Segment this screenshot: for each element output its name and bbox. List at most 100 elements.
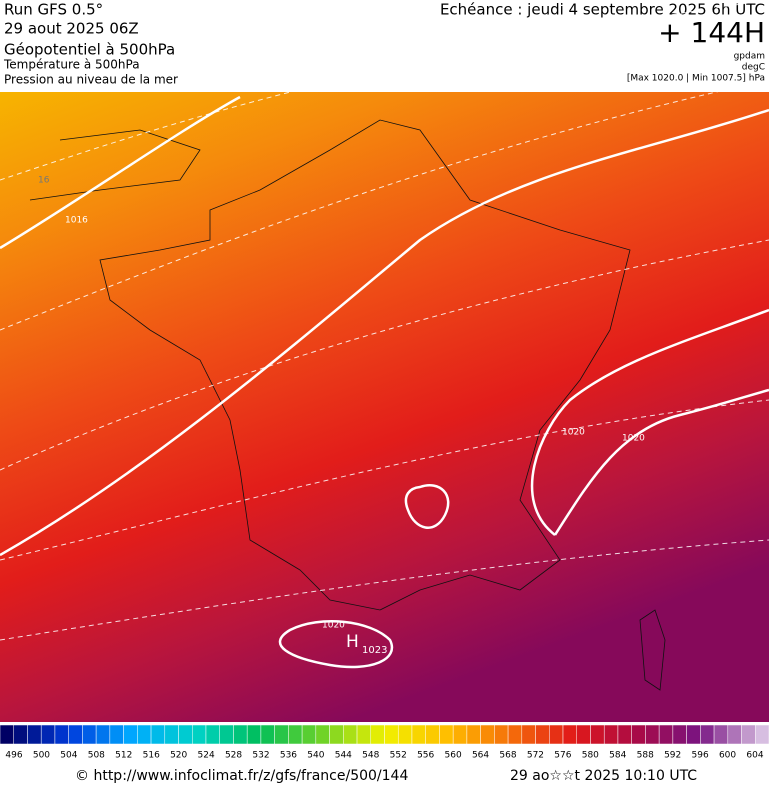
isobar-label: 1020 xyxy=(322,621,345,631)
scale-swatch xyxy=(439,724,454,745)
scale-swatch xyxy=(535,724,550,745)
scale-label: 528 xyxy=(225,751,242,761)
high-value: 1023 xyxy=(362,645,387,656)
contour xyxy=(0,239,769,471)
scale-label: 568 xyxy=(499,751,516,761)
scale-swatch xyxy=(233,724,248,745)
scale-swatch xyxy=(137,724,152,745)
contour xyxy=(0,399,769,561)
scale-label: 544 xyxy=(335,751,352,761)
scale-label: 572 xyxy=(527,751,544,761)
scale-swatch xyxy=(755,724,769,745)
scale-label: 596 xyxy=(692,751,709,761)
scale-label: 552 xyxy=(390,751,407,761)
isobar-label: 1016 xyxy=(65,216,88,226)
scale-swatch xyxy=(713,724,729,745)
scale-swatch xyxy=(672,724,687,745)
isobar xyxy=(404,484,450,529)
scale-swatch xyxy=(494,724,509,745)
run: Run GFS 0.5° xyxy=(4,1,103,19)
scale-swatch xyxy=(700,724,715,745)
scale-swatch xyxy=(219,724,234,745)
scale-swatch xyxy=(507,724,523,745)
scale-swatch xyxy=(329,724,344,745)
scale-swatch xyxy=(82,724,97,745)
scale-label: 532 xyxy=(252,751,269,761)
isobar xyxy=(0,95,241,250)
unit: degC xyxy=(742,63,765,73)
unit: gpdam xyxy=(734,52,765,62)
scale-swatch xyxy=(0,724,14,745)
scale-label: 540 xyxy=(307,751,324,761)
scale-swatch xyxy=(95,724,111,745)
scale-swatch xyxy=(123,724,138,745)
scale-swatch xyxy=(645,724,660,745)
scale-swatch xyxy=(40,724,56,745)
isobar xyxy=(0,108,769,557)
scale-swatch xyxy=(150,724,166,745)
scale-swatch xyxy=(658,724,674,745)
scale-label: 548 xyxy=(362,751,379,761)
scale-swatch xyxy=(27,724,42,745)
scale-label: 592 xyxy=(664,751,681,761)
scale-label: 580 xyxy=(582,751,599,761)
contour xyxy=(0,0,769,181)
isobar-label: 1020 xyxy=(562,428,585,438)
scale-swatch xyxy=(741,724,756,745)
contour xyxy=(0,539,769,641)
scale-swatch xyxy=(631,724,646,745)
isobar xyxy=(530,308,769,536)
island xyxy=(639,609,666,691)
scale-label: 508 xyxy=(88,751,105,761)
scale-swatch xyxy=(246,724,262,745)
scale-swatch xyxy=(356,724,372,745)
scale-label: 500 xyxy=(33,751,50,761)
map-background xyxy=(0,92,769,722)
scale-label: 512 xyxy=(115,751,132,761)
scale-label: 604 xyxy=(746,751,763,761)
scale-swatch xyxy=(54,724,69,745)
field: Géopotentiel à 500hPa xyxy=(4,41,175,59)
scale-label: 560 xyxy=(445,751,462,761)
unit: [Max 1020.0 | Min 1007.5] hPa xyxy=(627,74,765,84)
scale-swatch xyxy=(315,724,330,745)
scale-swatch xyxy=(205,724,220,745)
scale-swatch xyxy=(384,724,399,745)
scale-label: 564 xyxy=(472,751,489,761)
isobar xyxy=(278,620,394,669)
scale-swatch xyxy=(549,724,564,745)
scale-swatch xyxy=(343,724,358,745)
scale-swatch xyxy=(590,724,605,745)
temperature-label: 16 xyxy=(38,176,50,186)
scale-swatch xyxy=(727,724,742,745)
color-scale: 496 500 504 508 512 516 520 524 528 532 536 540 544 5… xyxy=(0,724,769,761)
scale-swatch xyxy=(603,724,619,745)
scale-swatch xyxy=(164,724,179,745)
scale-swatch xyxy=(260,724,275,745)
scale-label: 576 xyxy=(554,751,571,761)
lead-time: + 144H xyxy=(658,16,765,49)
scale-swatch xyxy=(562,724,578,745)
source-url: © http://www.infoclimat.fr/z/gfs/france/… xyxy=(75,768,408,784)
scale-swatch xyxy=(425,724,440,745)
scale-swatch xyxy=(68,724,83,745)
contour xyxy=(0,79,769,331)
scale-swatch xyxy=(192,724,207,745)
scale-swatch xyxy=(617,724,632,745)
scale-swatch xyxy=(288,724,303,745)
scale-swatch xyxy=(301,724,317,745)
scale-label: 520 xyxy=(170,751,187,761)
scale-label: 516 xyxy=(143,751,160,761)
field: Pression au niveau de la mer xyxy=(4,73,178,87)
isobar-label: 1020 xyxy=(622,434,645,444)
scale-label: 496 xyxy=(5,751,22,761)
scale-swatch xyxy=(274,724,289,745)
scale-swatch xyxy=(686,724,701,745)
scale-swatch xyxy=(452,724,468,745)
timestamp: 29 ao☆☆t 2025 10:10 UTC xyxy=(510,768,697,784)
country-border xyxy=(99,119,631,611)
scale-label: 600 xyxy=(719,751,736,761)
field: Température à 500hPa xyxy=(3,58,140,72)
scale-swatch xyxy=(521,724,536,745)
